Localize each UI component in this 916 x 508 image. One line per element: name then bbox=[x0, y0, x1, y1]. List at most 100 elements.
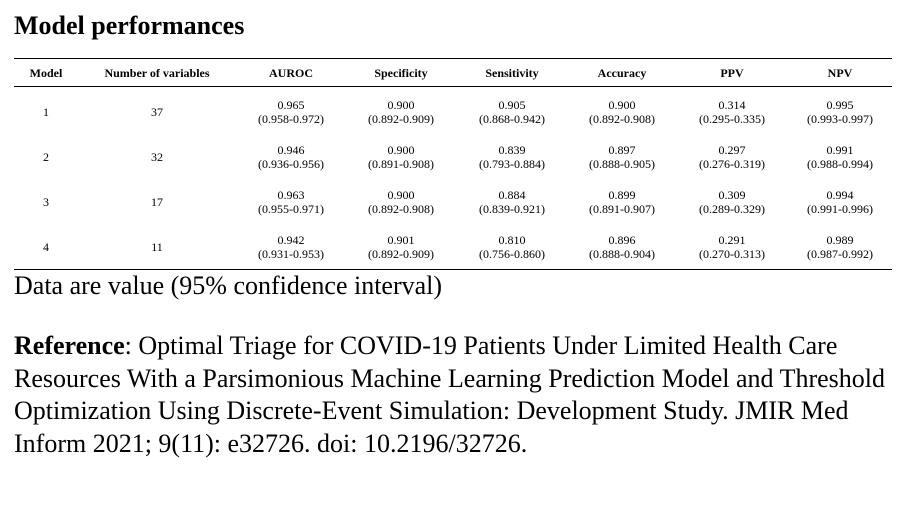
specificity-value: 0.900 bbox=[387, 142, 415, 157]
specificity-confidence-interval: (0.891-0.908) bbox=[368, 156, 434, 171]
reference-citation: Reference: Optimal Triage for COVID-19 P… bbox=[14, 330, 892, 460]
cell-sensitivity: 0.884 (0.839-0.921) bbox=[456, 179, 568, 224]
cell-npv: 0.995 (0.993-0.997) bbox=[788, 87, 892, 135]
footnote: Data are value (95% confidence interval) bbox=[14, 271, 443, 300]
cell-sensitivity: 0.839 (0.793-0.884) bbox=[456, 134, 568, 179]
cell-model: 4 bbox=[43, 239, 49, 254]
ppv-confidence-interval: (0.289-0.329) bbox=[699, 201, 765, 216]
table-row: 1 37 0.965 (0.958-0.972) 0.900 (0.892-0.909) 0… bbox=[14, 87, 892, 135]
npv-confidence-interval: (0.988-0.994) bbox=[807, 156, 873, 171]
cell-npv: 0.994 (0.991-0.996) bbox=[788, 179, 892, 224]
column-header-accuracy: Accuracy bbox=[597, 65, 647, 80]
sensitivity-confidence-interval: (0.756-0.860) bbox=[479, 246, 545, 261]
column-header-sensitivity: Sensitivity bbox=[485, 65, 539, 80]
sensitivity-value: 0.839 bbox=[498, 142, 526, 157]
accuracy-value: 0.896 bbox=[608, 232, 636, 247]
table-body: 1 37 0.965 (0.958-0.972) 0.900 (0.892-0.909) 0… bbox=[14, 87, 892, 270]
cell-accuracy: 0.899 (0.891-0.907) bbox=[568, 179, 676, 224]
accuracy-confidence-interval: (0.888-0.904) bbox=[589, 246, 655, 261]
column-header-npv: NPV bbox=[827, 65, 853, 80]
npv-value: 0.991 bbox=[826, 142, 854, 157]
npv-value: 0.994 bbox=[826, 187, 854, 202]
cell-npv: 0.989 (0.987-0.992) bbox=[788, 224, 892, 270]
accuracy-value: 0.899 bbox=[608, 187, 636, 202]
ppv-confidence-interval: (0.295-0.335) bbox=[699, 111, 765, 126]
column-header-auroc: AUROC bbox=[269, 65, 313, 80]
page-title: Model performances bbox=[14, 11, 245, 40]
performance-table: Model Number of variables AUROC Specific… bbox=[14, 58, 892, 270]
auroc-value: 0.963 bbox=[277, 187, 305, 202]
auroc-confidence-interval: (0.936-0.956) bbox=[258, 156, 324, 171]
accuracy-value: 0.900 bbox=[608, 97, 636, 112]
column-header-specificity: Specificity bbox=[374, 65, 428, 80]
auroc-value: 0.965 bbox=[277, 97, 305, 112]
accuracy-confidence-interval: (0.892-0.908) bbox=[589, 111, 655, 126]
ppv-value: 0.314 bbox=[718, 97, 746, 112]
specificity-value: 0.901 bbox=[387, 232, 415, 247]
ppv-value: 0.297 bbox=[718, 142, 746, 157]
cell-specificity: 0.900 (0.892-0.908) bbox=[346, 179, 456, 224]
ppv-confidence-interval: (0.270-0.313) bbox=[699, 246, 765, 261]
column-header-variables: Number of variables bbox=[104, 65, 210, 80]
ppv-value: 0.309 bbox=[718, 187, 746, 202]
npv-confidence-interval: (0.991-0.996) bbox=[807, 201, 873, 216]
sensitivity-value: 0.884 bbox=[498, 187, 526, 202]
cell-variables: 17 bbox=[151, 194, 163, 209]
table-row: 2 32 0.946 (0.936-0.956) 0.900 (0.891-0.908) 0… bbox=[14, 134, 892, 179]
cell-auroc: 0.942 (0.931-0.953) bbox=[236, 224, 346, 270]
ppv-value: 0.291 bbox=[718, 232, 746, 247]
ppv-confidence-interval: (0.276-0.319) bbox=[699, 156, 765, 171]
cell-accuracy: 0.896 (0.888-0.904) bbox=[568, 224, 676, 270]
reference-label: Reference bbox=[14, 331, 125, 360]
column-header-ppv: PPV bbox=[720, 65, 744, 80]
cell-variables: 37 bbox=[151, 104, 163, 119]
cell-specificity: 0.901 (0.892-0.909) bbox=[346, 224, 456, 270]
reference-text: : Optimal Triage for COVID-19 Patients U… bbox=[14, 331, 885, 458]
sensitivity-value: 0.905 bbox=[498, 97, 526, 112]
accuracy-value: 0.897 bbox=[608, 142, 636, 157]
specificity-confidence-interval: (0.892-0.909) bbox=[368, 111, 434, 126]
cell-sensitivity: 0.905 (0.868-0.942) bbox=[456, 87, 568, 135]
cell-auroc: 0.946 (0.936-0.956) bbox=[236, 134, 346, 179]
npv-value: 0.995 bbox=[826, 97, 854, 112]
cell-ppv: 0.314 (0.295-0.335) bbox=[676, 87, 788, 135]
specificity-value: 0.900 bbox=[387, 187, 415, 202]
auroc-confidence-interval: (0.955-0.971) bbox=[258, 201, 324, 216]
cell-model: 3 bbox=[43, 194, 49, 209]
cell-accuracy: 0.897 (0.888-0.905) bbox=[568, 134, 676, 179]
sensitivity-value: 0.810 bbox=[498, 232, 526, 247]
auroc-value: 0.942 bbox=[277, 232, 305, 247]
npv-confidence-interval: (0.987-0.992) bbox=[807, 246, 873, 261]
specificity-confidence-interval: (0.892-0.909) bbox=[368, 246, 434, 261]
cell-ppv: 0.309 (0.289-0.329) bbox=[676, 179, 788, 224]
auroc-confidence-interval: (0.931-0.953) bbox=[258, 246, 324, 261]
cell-variables: 11 bbox=[151, 239, 163, 254]
cell-specificity: 0.900 (0.892-0.909) bbox=[346, 87, 456, 135]
cell-model: 2 bbox=[43, 149, 49, 164]
cell-accuracy: 0.900 (0.892-0.908) bbox=[568, 87, 676, 135]
auroc-value: 0.946 bbox=[277, 142, 305, 157]
cell-auroc: 0.965 (0.958-0.972) bbox=[236, 87, 346, 135]
cell-model: 1 bbox=[43, 104, 49, 119]
specificity-confidence-interval: (0.892-0.908) bbox=[368, 201, 434, 216]
cell-auroc: 0.963 (0.955-0.971) bbox=[236, 179, 346, 224]
accuracy-confidence-interval: (0.891-0.907) bbox=[589, 201, 655, 216]
cell-ppv: 0.297 (0.276-0.319) bbox=[676, 134, 788, 179]
cell-specificity: 0.900 (0.891-0.908) bbox=[346, 134, 456, 179]
cell-npv: 0.991 (0.988-0.994) bbox=[788, 134, 892, 179]
sensitivity-confidence-interval: (0.868-0.942) bbox=[479, 111, 545, 126]
table-header-row: Model Number of variables AUROC Specific… bbox=[14, 58, 892, 87]
npv-confidence-interval: (0.993-0.997) bbox=[807, 111, 873, 126]
auroc-confidence-interval: (0.958-0.972) bbox=[258, 111, 324, 126]
table-row: 3 17 0.963 (0.955-0.971) 0.900 (0.892-0.908) 0… bbox=[14, 179, 892, 224]
specificity-value: 0.900 bbox=[387, 97, 415, 112]
cell-ppv: 0.291 (0.270-0.313) bbox=[676, 224, 788, 270]
sensitivity-confidence-interval: (0.839-0.921) bbox=[479, 201, 545, 216]
accuracy-confidence-interval: (0.888-0.905) bbox=[589, 156, 655, 171]
cell-variables: 32 bbox=[151, 149, 163, 164]
cell-sensitivity: 0.810 (0.756-0.860) bbox=[456, 224, 568, 270]
column-header-model: Model bbox=[29, 65, 63, 80]
sensitivity-confidence-interval: (0.793-0.884) bbox=[479, 156, 545, 171]
table-row: 4 11 0.942 (0.931-0.953) 0.901 (0.892-0.909) 0… bbox=[14, 224, 892, 270]
npv-value: 0.989 bbox=[826, 232, 854, 247]
